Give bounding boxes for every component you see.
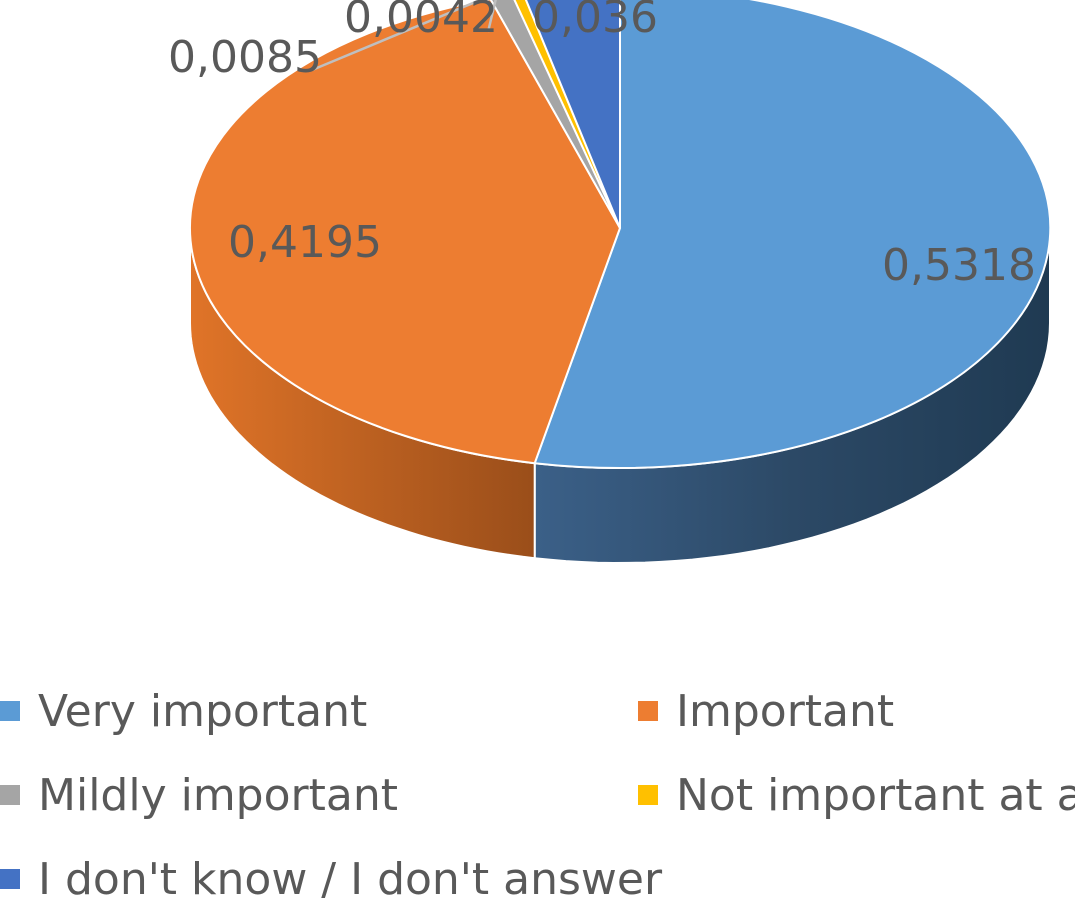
- data-label-mildly-important: 0,0085: [168, 32, 322, 83]
- data-labels: 0,5318 0,4195 0,0085 0,0042 0,036: [168, 0, 1036, 291]
- data-label-important: 0,4195: [228, 217, 382, 268]
- legend-swatch-not-important: [638, 785, 658, 805]
- leader-line-not-important: [486, 0, 497, 33]
- leader-line-mildly-important: [311, 0, 484, 72]
- legend-item-very-important: Very important: [0, 668, 367, 754]
- pie-slice-not-important: [513, 0, 621, 229]
- data-label-dont-know: 0,036: [532, 0, 658, 43]
- legend-label-mildly-important: Mildly important: [38, 769, 398, 821]
- legend-item-important: Important: [638, 668, 894, 754]
- legend-swatch-very-important: [0, 701, 20, 721]
- pie-chart: 0,5318 0,4195 0,0085 0,0042 0,036: [168, 0, 1052, 565]
- pie-slice-mildly-important: [489, 0, 621, 229]
- pie-tops: [188, 0, 1052, 469]
- legend-item-mildly-important: Mildly important: [0, 752, 398, 838]
- legend-item-not-important: Not important at all: [638, 752, 1075, 838]
- data-label-very-important: 0,5318: [882, 240, 1036, 291]
- legend-label-not-important: Not important at all: [676, 769, 1075, 821]
- legend-item-dont-know: I don't know / I don't answer: [0, 836, 662, 922]
- legend-swatch-mildly-important: [0, 785, 20, 805]
- pie-slice-very-important: [533, 0, 1052, 469]
- legend-label-very-important: Very important: [38, 685, 368, 737]
- legend: Very important Important Mildly importan…: [0, 668, 1075, 905]
- legend-label-important: Important: [676, 685, 895, 737]
- legend-swatch-dont-know: [0, 869, 20, 889]
- legend-label-dont-know: I don't know / I don't answer: [38, 853, 663, 905]
- leader-lines: [311, 0, 497, 72]
- pie-slice-dont-know: [524, 0, 621, 229]
- pie-slice-important: [188, 0, 622, 465]
- data-label-not-important: 0,0042: [344, 0, 498, 43]
- legend-swatch-important: [638, 701, 658, 721]
